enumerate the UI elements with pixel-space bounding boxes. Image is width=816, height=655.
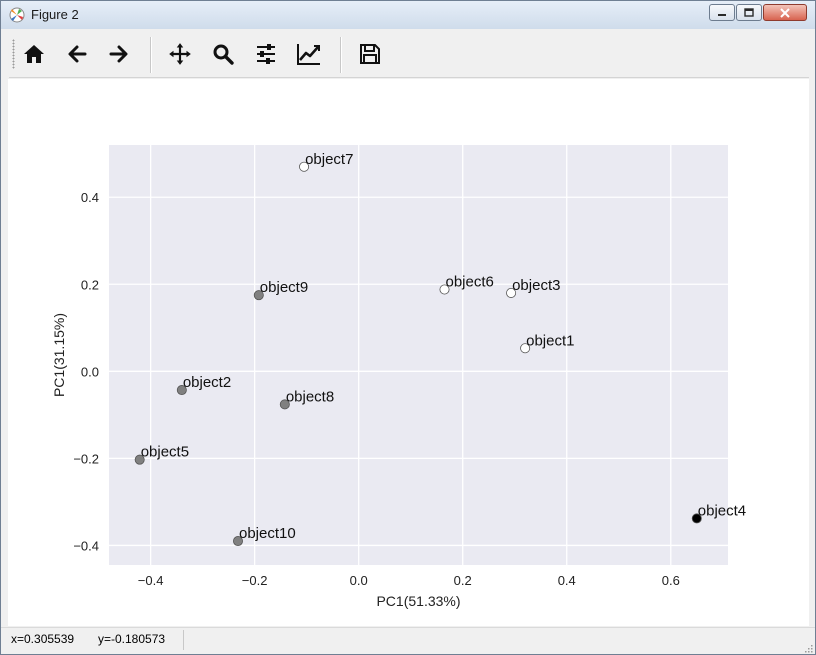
sliders-icon — [257, 44, 275, 64]
y-tick-label: −0.2 — [73, 451, 99, 466]
configure-subplots-button[interactable] — [250, 38, 282, 70]
arrow-left-icon — [68, 45, 87, 63]
data-point-object1 — [520, 343, 531, 354]
data-point-object4 — [691, 513, 702, 524]
y-tick-label: 0.2 — [81, 277, 99, 292]
x-tick-label: −0.4 — [138, 573, 164, 588]
status-separator — [183, 630, 184, 650]
data-point-object7 — [299, 161, 310, 172]
point-label-object9: object9 — [260, 279, 308, 296]
y-axis-label: PC1(31.15%) — [51, 313, 67, 397]
zoom-button[interactable] — [207, 38, 239, 70]
y-tick-label: −0.4 — [73, 538, 99, 553]
data-point-object9 — [253, 290, 264, 301]
point-label-object4: object4 — [698, 502, 746, 519]
x-tick-label: −0.2 — [242, 573, 268, 588]
move-icon — [169, 43, 191, 65]
close-button[interactable] — [763, 4, 807, 21]
data-point-object8 — [279, 399, 290, 410]
figure-canvas[interactable]: −0.4 −0.2 0.0 0.2 0.4 0.6 −0.4 −0.2 0.0 0.2 0.4 o… — [8, 79, 809, 626]
minimize-button[interactable] — [709, 4, 735, 21]
save-figure-button[interactable] — [354, 38, 386, 70]
line-chart-icon — [297, 44, 320, 65]
point-label-object3: object3 — [512, 277, 560, 294]
point-label-object10: object10 — [239, 525, 296, 542]
x-tick-label: 0.2 — [454, 573, 472, 588]
toolbar-grip[interactable] — [12, 39, 15, 69]
data-point-object3 — [506, 287, 517, 298]
maximize-button[interactable] — [736, 4, 762, 21]
data-point-object6 — [439, 284, 450, 295]
cursor-y-readout: y=-0.180573 — [98, 632, 166, 646]
maximize-icon — [744, 8, 754, 17]
close-icon — [780, 7, 790, 18]
arrow-right-icon — [109, 45, 128, 63]
x-axis-label: PC1(51.33%) — [376, 593, 460, 609]
edit-axis-button[interactable] — [293, 38, 325, 70]
status-bar: x=0.305539 y=-0.180573 — [1, 627, 815, 654]
plot-area — [109, 145, 728, 565]
point-label-object7: object7 — [305, 151, 353, 168]
y-tick-label: 0.0 — [81, 364, 99, 379]
scatter-plot[interactable]: −0.4 −0.2 0.0 0.2 0.4 0.6 −0.4 −0.2 0.0 0.2 0.4 o… — [8, 79, 809, 626]
resize-grip-icon[interactable] — [803, 643, 813, 653]
cursor-x-readout: x=0.305539 — [11, 632, 75, 646]
home-button[interactable] — [18, 38, 50, 70]
title-bar[interactable]: Figure 2 — [1, 1, 815, 29]
matplotlib-logo-icon — [9, 7, 25, 23]
point-label-object8: object8 — [286, 388, 334, 405]
back-button[interactable] — [61, 38, 93, 70]
pan-button[interactable] — [164, 38, 196, 70]
magnifier-icon — [213, 44, 234, 65]
x-tick-labels: −0.4 −0.2 0.0 0.2 0.4 0.6 — [138, 573, 680, 588]
minimize-icon — [718, 13, 726, 16]
home-icon — [24, 45, 44, 63]
data-point-object10 — [233, 536, 244, 547]
point-label-object5: object5 — [141, 444, 189, 461]
grid-lines — [109, 145, 728, 565]
x-tick-label: 0.4 — [558, 573, 576, 588]
toolbar-separator — [340, 37, 342, 73]
y-tick-labels: −0.4 −0.2 0.0 0.2 0.4 — [73, 190, 99, 553]
x-tick-label: 0.0 — [350, 573, 368, 588]
data-point-object5 — [134, 454, 145, 465]
point-label-object6: object6 — [446, 273, 494, 290]
data-point-object2 — [176, 385, 187, 396]
toolbar-separator — [150, 37, 152, 73]
forward-button[interactable] — [103, 38, 135, 70]
x-tick-label: 0.6 — [662, 573, 680, 588]
y-tick-label: 0.4 — [81, 190, 99, 205]
point-label-object1: object1 — [526, 332, 574, 349]
window-title: Figure 2 — [31, 7, 79, 22]
navigation-toolbar — [9, 31, 809, 78]
floppy-disk-icon — [360, 44, 380, 64]
data-points: object1 object2 object3 object4 object5 objec… — [134, 151, 746, 547]
point-label-object2: object2 — [183, 374, 231, 391]
